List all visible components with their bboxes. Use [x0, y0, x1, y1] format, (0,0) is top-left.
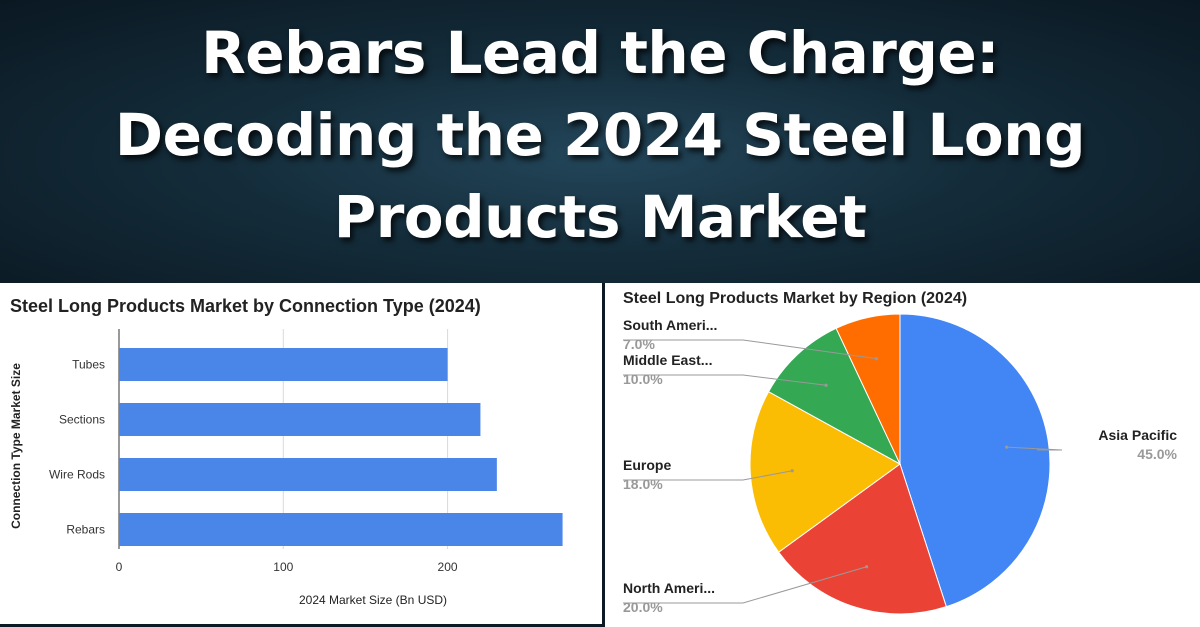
pie-slice-label: South Ameri...: [623, 317, 717, 333]
category-label: Wire Rods: [49, 468, 105, 482]
pie-slice-percent: 18.0%: [623, 476, 663, 492]
bar-chart-panel: Steel Long Products Market by Connection…: [0, 283, 602, 625]
x-tick-label: 100: [273, 560, 293, 574]
headline: Rebars Lead the Charge: Decoding the 202…: [20, 12, 1180, 258]
bottom-divider: [0, 624, 603, 627]
pie-slice: [777, 463, 947, 615]
category-label: Sections: [59, 413, 105, 427]
header-banner: Rebars Lead the Charge: Decoding the 202…: [0, 0, 1200, 283]
leader-dot: [874, 357, 879, 361]
pie-slice: [899, 313, 1051, 608]
pie-slices: [749, 313, 1051, 615]
bar: [119, 403, 481, 436]
bar: [119, 348, 448, 381]
leader-line: [623, 470, 793, 481]
pie-slice-percent: 10.0%: [623, 371, 663, 387]
leader-dot: [790, 469, 794, 473]
bar-chart: Steel Long Products Market by Connection…: [9, 296, 563, 607]
leader-line: [1006, 446, 1063, 451]
bar-chart-xlabel: 2024 Market Size (Bn USD): [299, 593, 447, 607]
pie-slice-label: Europe: [623, 457, 671, 473]
bar-chart-ylabel: Connection Type Market Size: [9, 363, 23, 529]
bar-series: [119, 348, 563, 546]
pie-slice: [767, 327, 902, 466]
x-tick-label: 0: [116, 560, 123, 574]
pie-slice: [835, 313, 901, 465]
pie-labels: Asia Pacific 45.0% North Ameri... 20.0% Euro…: [623, 317, 1178, 615]
pie-slice-label: Asia Pacific: [1098, 427, 1177, 443]
pie-slice-percent: 45.0%: [1137, 446, 1177, 462]
bar-tick-labels: 0 100 200: [116, 560, 458, 574]
leader-line: [623, 566, 867, 604]
pie-slice-label: Middle East...: [623, 352, 712, 368]
leader-line: [623, 374, 827, 386]
category-label: Tubes: [72, 358, 105, 372]
bar-category-labels: Tubes Sections Wire Rods Rebars: [49, 358, 105, 537]
pie-leader-lines: [623, 339, 1063, 604]
pie-chart-title: Steel Long Products Market by Region (20…: [623, 290, 967, 307]
category-label: Rebars: [66, 523, 105, 537]
bar: [119, 513, 563, 546]
headline-line-1: Rebars Lead the Charge:: [201, 19, 999, 87]
bar: [119, 458, 497, 491]
pie-slice: [749, 391, 901, 553]
x-tick-label: 200: [438, 560, 458, 574]
pie-slice-percent: 20.0%: [623, 599, 663, 615]
pie-chart-panel: Steel Long Products Market by Region (20…: [605, 283, 1200, 627]
pie-slice-label: North Ameri...: [623, 580, 715, 596]
pie-slice-percent: 7.0%: [623, 336, 655, 352]
bar-chart-title: Steel Long Products Market by Connection…: [10, 296, 481, 316]
headline-line-3: Products Market: [333, 183, 867, 251]
pie-chart: Steel Long Products Market by Region (20…: [623, 290, 1178, 615]
headline-line-2: Decoding the 2024 Steel Long: [114, 101, 1086, 169]
leader-line: [623, 339, 877, 360]
